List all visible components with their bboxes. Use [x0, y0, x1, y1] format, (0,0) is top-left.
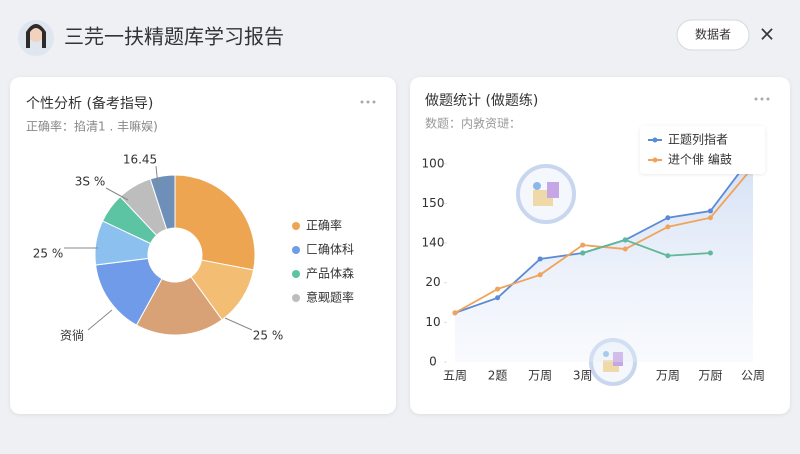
- y-tick-label: 0: [429, 355, 437, 369]
- y-tick-label: 10: [425, 315, 440, 329]
- legend-marker: [652, 157, 658, 163]
- x-tick-label: 3周: [573, 369, 593, 383]
- page-title: 三芫一扶精题库学习报告: [64, 25, 284, 49]
- x-tick-label: 五周: [443, 369, 467, 383]
- annotation: 3S %: [75, 175, 105, 189]
- point: [622, 237, 628, 243]
- y-tick-label: 140: [422, 236, 445, 250]
- legend-label: 匚确体科: [306, 243, 354, 257]
- annotation: 资徜: [60, 329, 84, 343]
- legend-box: [640, 126, 765, 174]
- x-tick-label: 公周: [741, 369, 765, 383]
- point: [580, 242, 586, 248]
- legend-marker: [292, 222, 300, 230]
- point: [452, 310, 458, 316]
- point: [665, 224, 671, 230]
- legend-marker: [292, 294, 300, 302]
- icon-badge: [516, 164, 576, 224]
- point: [707, 250, 713, 256]
- legend-marker: [652, 137, 658, 143]
- x-tick-label: 万周: [528, 369, 552, 383]
- avatar-face: [28, 26, 44, 42]
- legend-label: 意觋题率: [306, 290, 354, 305]
- pie-slice: [95, 257, 163, 326]
- pie-subtitle: 正确率：掐清1 . 丰嘛娱): [26, 119, 158, 134]
- annotation: 16.45: [123, 153, 157, 167]
- action-button[interactable]: [676, 19, 750, 51]
- legend-label: 进个俳 编鼓: [668, 152, 732, 167]
- point: [537, 256, 543, 262]
- x-tick-label: 万厨: [698, 369, 722, 383]
- line-subtitle: 数题：内敦资琎：: [425, 116, 521, 131]
- point: [537, 272, 543, 278]
- annotation: 25 %: [253, 329, 284, 343]
- area: [455, 154, 753, 362]
- annotation-leader: [87, 309, 113, 331]
- pie-title: 个性分析 (备考指导): [26, 95, 153, 112]
- legend-label: 正题列指者: [668, 132, 728, 147]
- legend-marker: [292, 246, 300, 254]
- y-tick-label: 20: [425, 275, 440, 289]
- point: [580, 250, 586, 256]
- point: [665, 253, 671, 259]
- y-tick-label: 100: [422, 156, 445, 170]
- line-title: 做题统计 (做题练): [425, 93, 538, 109]
- annotation-leader: [155, 165, 159, 187]
- legend-label: 产品体森: [306, 266, 354, 281]
- annotation: 25 %: [33, 247, 64, 261]
- pie-slice: [135, 276, 223, 336]
- pie-slice: [174, 174, 256, 271]
- action-button-label: 数据者: [695, 27, 731, 42]
- card-menu[interactable]: [754, 97, 770, 101]
- point: [622, 246, 628, 252]
- x-tick-label: 2题: [488, 369, 508, 383]
- close-button[interactable]: ×: [759, 22, 776, 46]
- y-tick-label: 150: [422, 196, 445, 210]
- point: [665, 215, 671, 221]
- x-tick-label: 万周: [656, 369, 680, 383]
- pie-slice: [149, 174, 176, 230]
- annotation-leader: [224, 317, 253, 331]
- point: [707, 215, 713, 221]
- annotation-leader: [105, 187, 129, 201]
- legend-marker: [292, 270, 300, 278]
- card-menu[interactable]: [360, 100, 376, 104]
- legend-label: 正确率: [306, 218, 342, 233]
- point: [707, 208, 713, 214]
- point: [495, 295, 501, 301]
- series-line: [582, 238, 711, 257]
- avatar-hair: [26, 24, 46, 48]
- point: [495, 286, 501, 292]
